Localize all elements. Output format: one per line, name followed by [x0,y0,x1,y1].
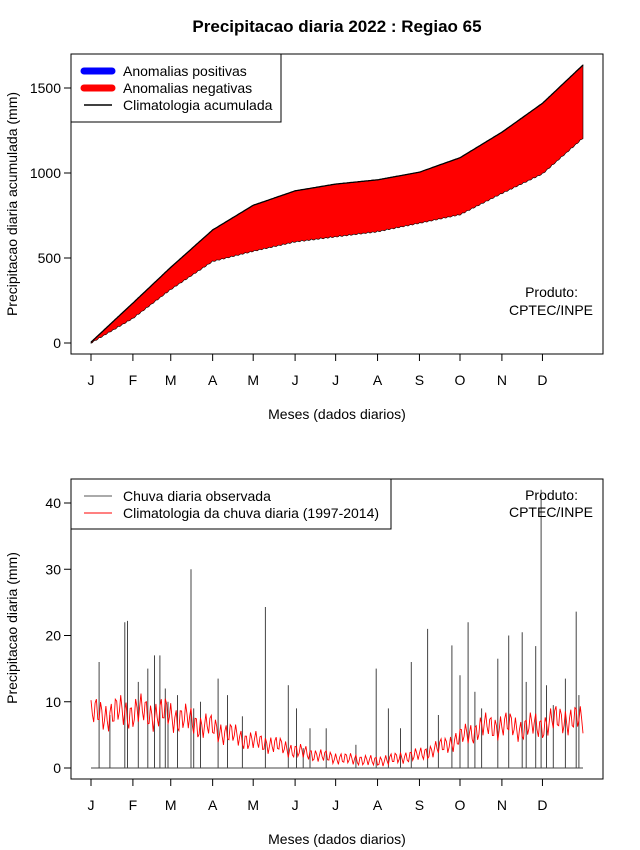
x-tick-label: N [497,797,507,813]
x-tick-label: D [537,797,547,813]
y-tick-label: 0 [53,335,61,351]
x-tick-label: D [537,372,547,388]
x-tick-label: J [332,797,339,813]
x-axis-label: Meses (dados diarios) [268,831,406,847]
x-tick-label: M [247,797,259,813]
x-tick-label: S [415,372,424,388]
product-label: Produto: [525,487,578,503]
legend: Anomalias positivas Anomalias negativas … [70,53,282,123]
x-tick-label: A [208,797,218,813]
x-tick-label: A [208,372,218,388]
y-tick-label: 1500 [30,80,61,96]
x-tick-label: F [129,372,138,388]
x-tick-label: M [165,372,177,388]
y-tick-label: 500 [38,250,62,266]
x-tick-label: A [373,797,383,813]
x-tick-label: S [415,797,424,813]
y-tick-label: 1000 [30,165,61,181]
product-source: CPTEC/INPE [509,302,593,318]
x-tick-label: J [88,797,95,813]
x-tick-label: M [247,372,259,388]
x-tick-label: O [455,797,466,813]
x-tick-label: J [292,797,299,813]
figure-title: Precipitacao diaria 2022 : Regiao 65 [192,17,481,36]
x-tick-label: N [497,372,507,388]
x-axis-label: Meses (dados diarios) [268,406,406,422]
legend-label-positive: Anomalias positivas [123,63,247,79]
y-tick-label: 40 [45,495,61,511]
climatology-daily-line [90,693,584,767]
x-tick-label: J [332,372,339,388]
product-label: Produto: [525,284,578,300]
legend-label-negative: Anomalias negativas [123,80,252,96]
y-axis-label: Precipitacao diaria (mm) [4,552,20,704]
legend-label-observed: Chuva diaria observada [123,488,271,504]
y-tick-label: 30 [45,561,61,577]
climatology-line [90,64,584,343]
daily-rain-chart: 0 10 20 30 40 J F M A M J J A S O N D Precipitacao diar… [4,478,604,847]
y-tick-label: 0 [53,760,61,776]
x-tick-label: F [129,797,138,813]
cumulative-chart: 0 500 1000 1500 J F M A M J J A S O N D Precipitacao d… [4,53,604,422]
x-tick-label: O [455,372,466,388]
y-tick-label: 20 [45,628,61,644]
product-source: CPTEC/INPE [509,504,593,520]
x-tick-label: J [88,372,95,388]
y-tick-label: 10 [45,694,61,710]
y-axis-label: Precipitacao diaria acumulada (mm) [4,92,20,316]
x-tick-label: A [373,372,383,388]
legend-label-climatology: Climatologia da chuva diaria (1997-2014) [123,505,379,521]
legend-box [70,478,392,530]
legend: Chuva diaria observada Climatologia da c… [70,478,392,530]
x-tick-label: J [292,372,299,388]
x-tick-label: M [165,797,177,813]
legend-label-climatology: Climatologia acumulada [123,97,273,113]
